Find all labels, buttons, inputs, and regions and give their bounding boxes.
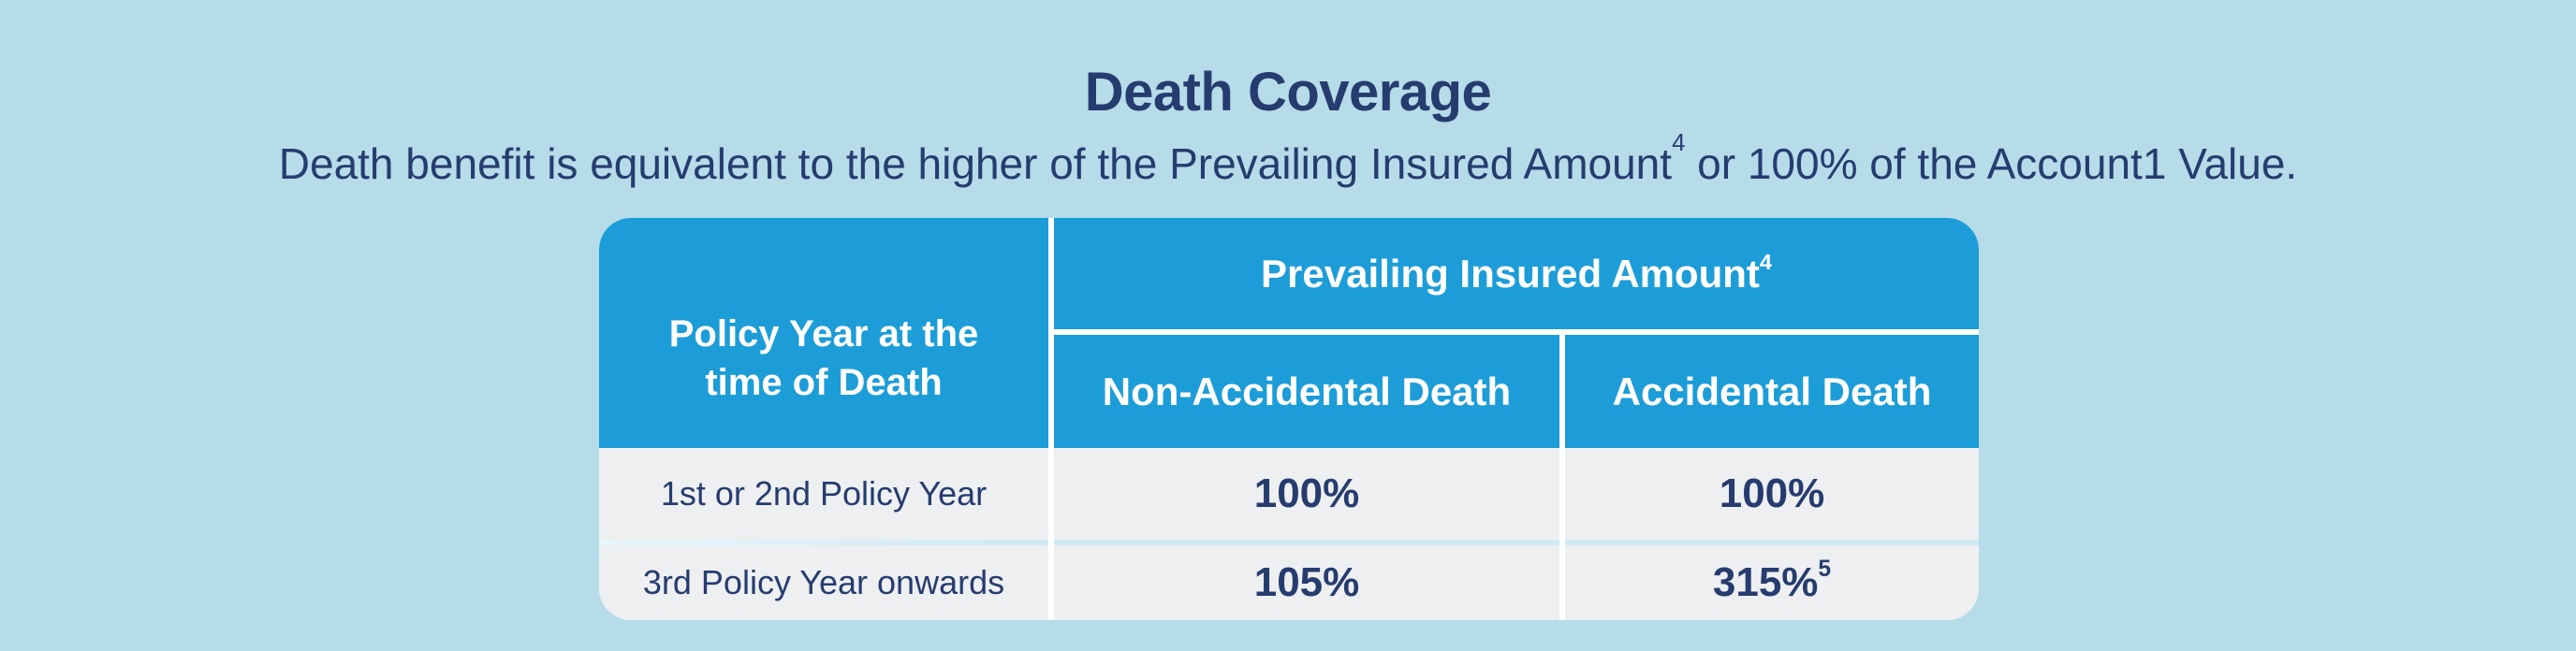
row-divider [1054,540,1559,545]
corner-header-line1: Policy Year at the [668,313,979,355]
row-divider [599,540,1048,545]
row1-non-accidental-value: 100% [1054,448,1559,540]
row2-label: 3rd Policy Year onwards [599,545,1048,620]
row2-accidental-value: 315% 5 [1565,545,1979,620]
group-header-cell: Prevailing Insured Amount 4 [1054,218,1979,329]
column-header-non-accidental: Non-Accidental Death [1054,335,1559,448]
row2-non-accidental-value: 105% [1054,545,1559,620]
page-title: Death Coverage [1084,62,1492,123]
subtitle-text: Death benefit is equivalent to the highe… [278,139,1673,188]
corner-header-line2: time of Death [705,361,943,403]
column-header-accidental: Accidental Death [1565,335,1979,448]
subtitle-text-after: or 100% of the Account1 Value. [1685,139,2298,188]
page-subtitle: Death benefit is equivalent to the highe… [0,131,2576,193]
death-coverage-table: Policy Year at the time of Death Prevail… [599,218,1979,620]
row2-accidental-value-text: 315% [1712,559,1819,605]
group-header-text: Prevailing Insured Amount [1261,251,1760,296]
subtitle-footnote-marker: 4 [1672,129,1686,156]
row1-accidental-value: 100% [1565,448,1979,540]
row-divider [1565,540,1979,545]
row1-label: 1st or 2nd Policy Year [599,448,1048,540]
corner-header-cell: Policy Year at the time of Death [599,218,1048,448]
